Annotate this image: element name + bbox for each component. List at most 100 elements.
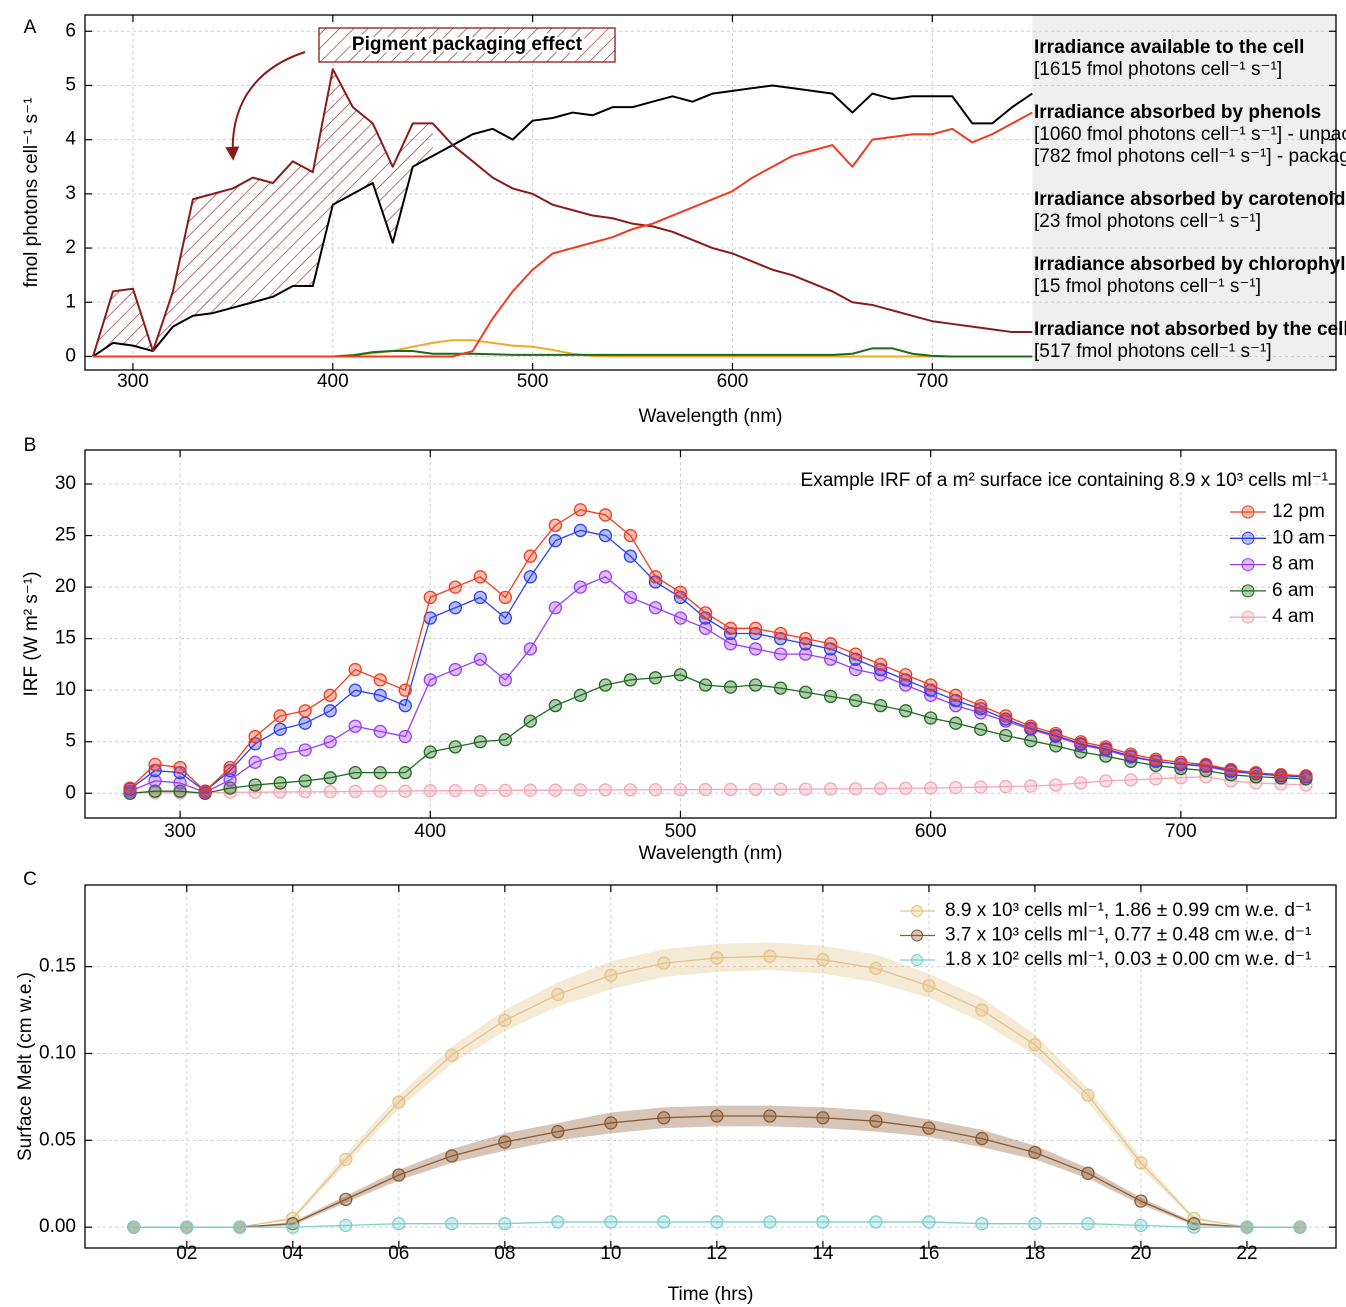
y-tick-label: 6 [65,20,76,41]
marker [573,503,588,517]
marker [823,652,838,666]
marker [763,1215,777,1229]
marker [924,683,938,697]
series-line [92,84,1033,358]
y-tick-label: 30 [55,473,76,494]
series-line [133,955,1300,1228]
panel: A 300 400 500 600 700 0 1 2 3 4 5 6 Wavelength (nm) fm… [21,14,1346,427]
marker [548,783,563,797]
marker [873,657,888,672]
marker [248,729,262,744]
marker [348,662,362,677]
marker [999,728,1013,743]
marker [723,626,738,641]
series-line [133,1115,1300,1228]
marker [1187,1220,1201,1234]
marker [1049,726,1063,741]
series-line [92,68,1033,357]
marker [604,968,618,982]
marker [710,1215,724,1229]
marker [773,647,788,661]
marker [323,785,337,799]
marker [748,782,763,796]
y-axis-label: fmol photons cell⁻¹ s⁻¹ [21,97,42,287]
marker [922,1121,936,1135]
marker [1240,1220,1254,1234]
marker [604,1215,618,1229]
legend-marker [911,905,923,917]
marker [1299,769,1313,783]
x-tick-label: 600 [915,821,947,842]
marker [348,719,362,733]
panel-label: A [24,17,37,38]
marker [448,662,462,677]
marker [473,783,487,798]
marker [798,631,813,646]
marker [1124,747,1138,761]
marker [975,1217,989,1231]
marker [698,678,713,692]
marker [975,1131,989,1146]
marker [1024,779,1038,793]
marker [248,778,262,792]
panel-label: C [23,869,37,890]
series-line [129,509,1307,792]
marker [398,729,412,744]
marker [445,1217,459,1231]
x-tick-label: 300 [164,821,196,842]
marker [498,1013,512,1028]
legend-label: 6 am [1272,580,1314,601]
marker [748,642,763,656]
marker [710,951,724,965]
marker [657,956,671,970]
marker [648,671,663,685]
marker [448,601,462,615]
marker [924,678,938,692]
marker [298,774,312,788]
marker [523,642,538,656]
marker [723,680,738,694]
marker [869,961,883,976]
marker [398,765,412,780]
marker [127,1220,141,1234]
marker [698,606,713,620]
x-tick-label: 10 [600,1243,621,1264]
marker [223,763,237,778]
x-axis-label: Wavelength (nm) [639,843,783,864]
marker [698,621,713,635]
marker [1149,772,1163,786]
marker [448,740,462,754]
marker [773,626,788,641]
marker [598,508,613,522]
x-tick-label: 06 [388,1243,409,1264]
legend-label: Irradiance absorbed by phenols [1034,102,1321,123]
marker [573,688,588,702]
legend-label: 3.7 x 10³ cells ml⁻¹, 0.77 ± 0.48 cm w.e… [945,925,1311,946]
marker [1134,1194,1148,1208]
marker [823,782,838,796]
marker [445,1048,459,1062]
marker [748,678,763,692]
x-axis-label: Wavelength (nm) [639,406,783,427]
x-tick-label: 22 [1236,1243,1257,1264]
marker [348,765,362,780]
marker [816,1215,830,1229]
marker [604,1116,618,1130]
legend-marker [1241,505,1255,519]
marker [573,580,588,594]
marker [949,780,963,795]
marker [1081,1088,1095,1102]
y-tick-label: 0.00 [39,1216,76,1237]
y-tick-label: 5 [65,731,76,752]
marker [498,611,512,625]
y-tick-label: 25 [55,525,76,546]
marker [392,1168,406,1182]
marker [373,688,387,702]
x-tick-label: 600 [717,371,749,392]
marker [1174,755,1188,769]
marker [180,1220,194,1234]
marker [498,590,512,605]
marker [1081,1166,1095,1180]
marker [899,704,913,718]
marker [899,673,913,687]
